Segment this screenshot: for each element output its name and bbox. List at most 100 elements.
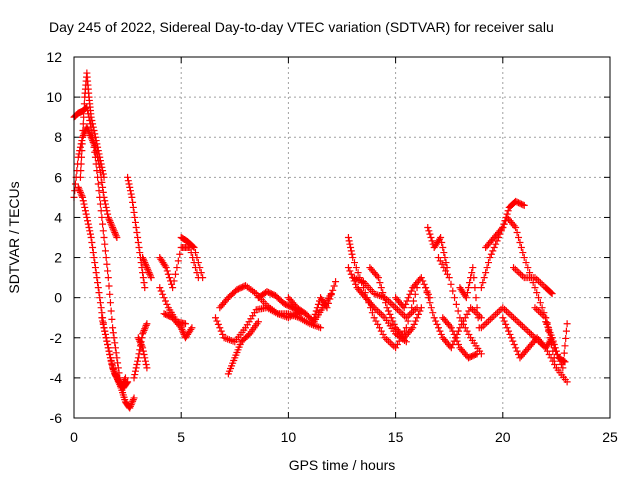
data-point — [125, 177, 132, 184]
data-point — [564, 320, 571, 327]
data-point — [524, 328, 531, 335]
data-point — [539, 304, 546, 311]
data-point — [392, 344, 399, 351]
data-point — [103, 261, 110, 268]
data-point — [216, 324, 223, 331]
data-point — [446, 274, 453, 281]
data-point — [406, 311, 413, 318]
data-point — [162, 298, 169, 305]
data-point — [88, 234, 95, 241]
data-point — [478, 284, 485, 291]
y-tick-label: -4 — [50, 370, 63, 386]
data-point — [546, 351, 553, 358]
data-point — [515, 234, 522, 241]
data-point — [130, 204, 137, 211]
data-point — [376, 309, 383, 316]
data-point — [102, 201, 109, 208]
data-point — [96, 187, 103, 194]
data-point — [93, 274, 100, 281]
data-point — [156, 284, 163, 291]
series-arc-6 — [124, 174, 148, 291]
data-point — [517, 321, 524, 328]
data-point — [537, 299, 544, 306]
x-tick-label: 25 — [602, 429, 618, 445]
data-point — [103, 254, 110, 261]
data-point — [539, 281, 546, 288]
data-point — [143, 364, 150, 371]
x-tick-label: 20 — [495, 429, 511, 445]
series-arc-34 — [510, 264, 556, 297]
data-point — [104, 211, 111, 218]
data-point — [101, 234, 108, 241]
data-point — [535, 308, 542, 315]
data-point — [514, 229, 521, 236]
data-point — [141, 279, 148, 286]
data-point — [98, 304, 105, 311]
data-point — [521, 324, 528, 331]
data-point — [486, 254, 493, 261]
data-point — [101, 194, 108, 201]
data-point — [86, 224, 93, 231]
data-point — [371, 314, 378, 321]
data-point — [519, 323, 526, 330]
data-point — [213, 318, 220, 325]
data-point — [487, 316, 494, 323]
data-point — [501, 306, 508, 313]
data-point — [101, 328, 108, 335]
data-point — [503, 308, 510, 315]
data-point — [172, 271, 179, 278]
data-point — [533, 276, 540, 283]
data-point — [397, 309, 404, 316]
x-tick-label: 0 — [70, 429, 78, 445]
data-point — [106, 351, 113, 358]
grid-lines — [74, 57, 610, 418]
data-point — [349, 251, 356, 258]
data-point — [537, 279, 544, 286]
data-point — [519, 272, 526, 279]
data-point — [219, 331, 226, 338]
data-point — [87, 231, 94, 238]
data-point — [509, 338, 516, 345]
data-point — [429, 309, 436, 316]
data-point — [435, 324, 442, 331]
data-point — [126, 181, 133, 188]
data-point — [218, 328, 225, 335]
data-point — [353, 264, 360, 271]
data-point — [514, 267, 521, 274]
data-point — [425, 294, 432, 301]
data-point — [96, 289, 103, 296]
data-point — [456, 314, 463, 321]
data-point — [492, 311, 499, 318]
data-point — [83, 214, 90, 221]
series-arc-26 — [424, 224, 450, 271]
data-point — [101, 197, 108, 204]
data-point — [107, 299, 114, 306]
data-point — [385, 308, 392, 315]
data-point — [455, 308, 462, 315]
data-point — [104, 341, 111, 348]
data-point — [531, 304, 538, 311]
data-point — [103, 207, 110, 214]
data-point — [331, 282, 338, 289]
data-point — [533, 289, 540, 296]
series-arc-19 — [311, 278, 339, 321]
data-point — [84, 217, 91, 224]
data-point — [523, 259, 530, 266]
data-point — [535, 294, 542, 301]
data-point — [410, 298, 417, 305]
data-point — [504, 324, 511, 331]
data-point — [96, 294, 103, 301]
data-point — [104, 267, 111, 274]
data-point — [128, 191, 135, 198]
data-point — [431, 314, 438, 321]
data-point — [376, 324, 383, 331]
data-point — [531, 284, 538, 291]
data-point — [173, 264, 180, 271]
data-point — [80, 197, 87, 204]
data-point — [199, 274, 206, 281]
data-point — [113, 349, 120, 356]
data-point — [396, 308, 403, 315]
data-point — [469, 306, 476, 313]
data-point — [436, 328, 443, 335]
data-point — [506, 311, 513, 318]
